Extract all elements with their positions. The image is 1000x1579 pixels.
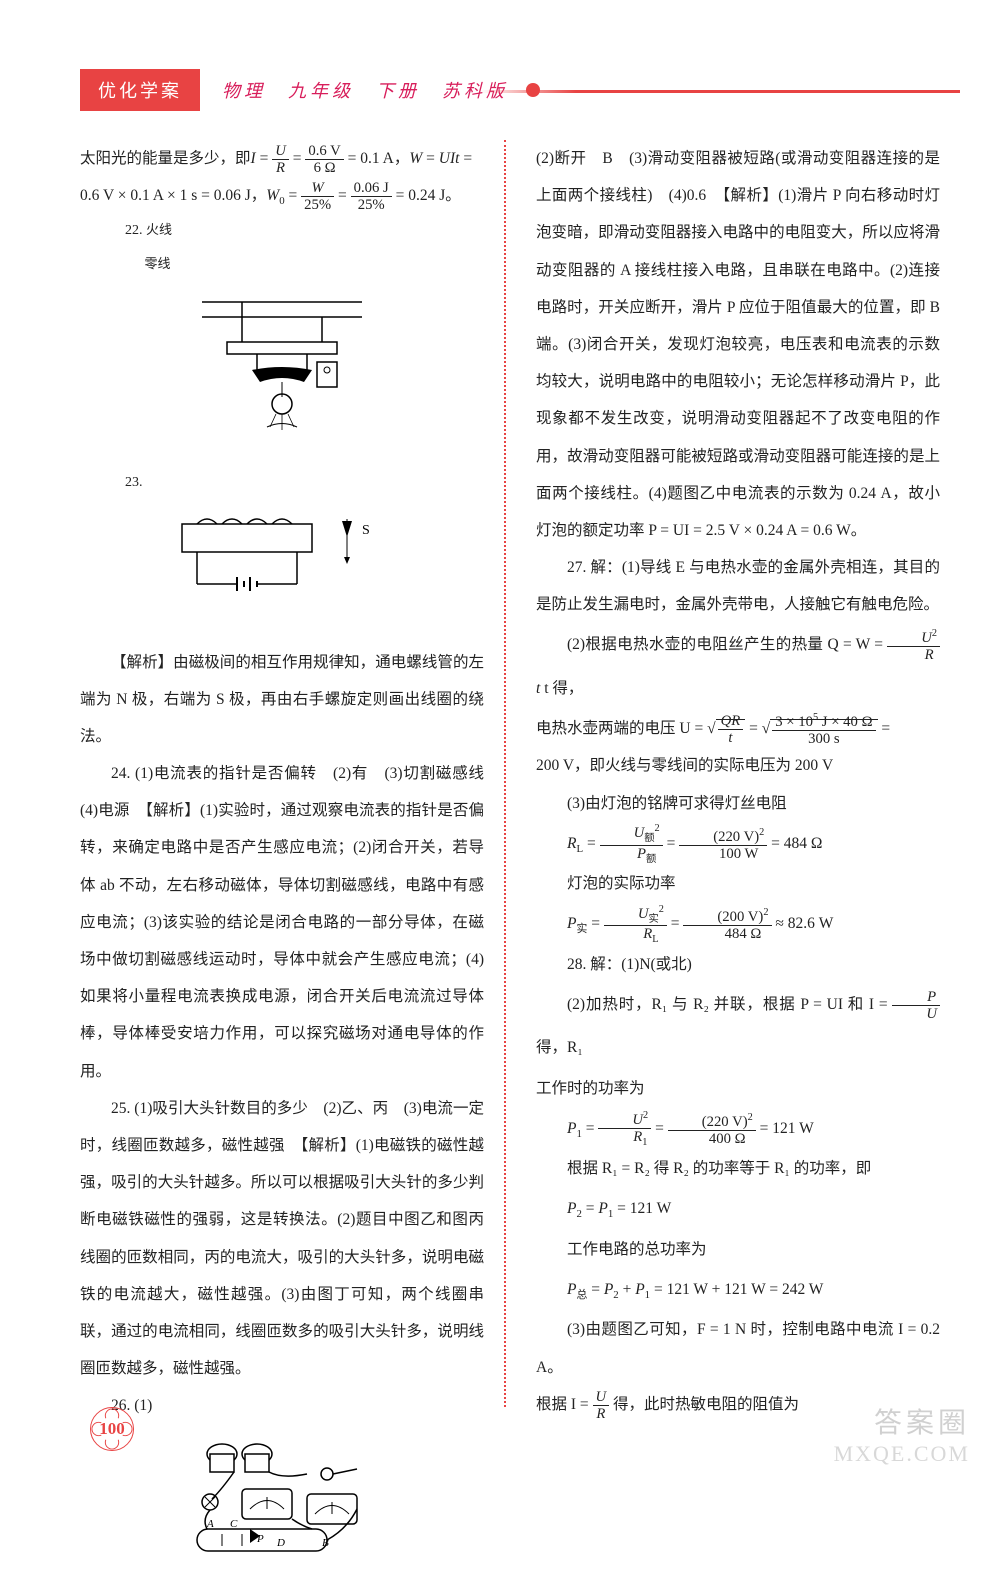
q28-5: 工作电路的总功率为 [536, 1231, 940, 1268]
q28-1: 28. 解：(1)N(或北) [536, 946, 940, 983]
q25-text: 25. (1)吸引大头针数目的多少 (2)乙、丙 (3)电流一定时，线圈匝数越多… [80, 1090, 484, 1388]
svg-text:D: D [276, 1537, 285, 1549]
figure-22 [80, 292, 484, 456]
header-subject: 物理 九年级 下册 苏科版 [222, 77, 508, 103]
q26-continued: (2)断开 B (3)滑动变阻器被短路(或滑动变阻器连接的是上面两个接线柱) (… [536, 140, 940, 549]
q22-label: 22. 火线 零线 [80, 214, 484, 281]
q27-5-intro: 灯泡的实际功率 [536, 865, 940, 902]
header-line [480, 90, 960, 93]
q28-4-eq: P2 = P1 = 121 W [536, 1187, 940, 1230]
left-column: 太阳光的能量是多少，即I = UR = 0.6 V6 Ω = 0.1 A，W =… [80, 140, 506, 1407]
q27-3: 电热水壶两端的电压 U = √QRt = √3 × 105 J × 40 Ω30… [536, 710, 940, 747]
q27-4-intro: (3)由灯泡的铭牌可求得灯丝电阻 [536, 785, 940, 822]
q27-3b: 200 V，即火线与零线间的实际电压为 200 V [536, 747, 940, 784]
q28-4: 根据 R₁ = R₂ 得 R₂ 的功率等于 R₁ 的功率，即 [536, 1150, 940, 1187]
q24-text: 24. (1)电流表的指针是否偏转 (2)有 (3)切割磁感线 (4)电源 【解… [80, 755, 484, 1090]
watermark: 答案圈 MXQE.COM [834, 1401, 970, 1467]
q27-1: 27. 解：(1)导线 E 与电热水壶的金属外壳相连，其目的是防止发生漏电时，金… [536, 549, 940, 623]
q26-label: 26. (1) [80, 1387, 484, 1424]
q23-analysis: 【解析】由磁极间的相互作用规律知，通电螺线管的左端为 N 极，右端为 S 极，再… [80, 644, 484, 756]
figure-26: A C P D B [80, 1434, 484, 1578]
figure-23: S [80, 509, 484, 633]
q28-6: (3)由题图乙可知，F = 1 N 时，控制电路中电流 I = 0.2 A。 [536, 1311, 940, 1385]
q28-3: 工作时的功率为 [536, 1070, 940, 1107]
page-number-text: 100 [99, 1419, 125, 1439]
q27-4-eq: RL = U额2P额 = (220 V)2100 W = 484 Ω [536, 822, 940, 865]
paragraph-solar: 太阳光的能量是多少，即I = UR = 0.6 V6 Ω = 0.1 A，W =… [80, 140, 484, 177]
q28-3-eq: P1 = U2R1 = (220 V)2400 Ω = 121 W [536, 1107, 940, 1150]
q28-2: (2)加热时，R₁ 与 R₂ 并联，根据 P = UI 和 I = PU 得，R… [536, 983, 940, 1070]
q28-5-eq: P总 = P2 + P1 = 121 W + 121 W = 242 W [536, 1268, 940, 1311]
q27-2: (2)根据电热水壶的电阻丝产生的热量 Q = W = U2R t t 得， [536, 623, 940, 710]
header-badge: 优化学案 [80, 69, 200, 111]
right-column: (2)断开 B (3)滑动变阻器被短路(或滑动变阻器连接的是上面两个接线柱) (… [526, 140, 940, 1407]
page-number: 100 [90, 1407, 134, 1451]
paragraph-solar2: 0.6 V × 0.1 A × 1 s = 0.06 J，W0 = W25% =… [80, 177, 484, 214]
q27-5-eq: P实 = U实2RL = (200 V)2484 Ω ≈ 82.6 W [536, 902, 940, 945]
watermark-line2: MXQE.COM [834, 1441, 970, 1467]
watermark-line1: 答案圈 [834, 1401, 970, 1441]
svg-text:C: C [230, 1518, 238, 1530]
content-area: 太阳光的能量是多少，即I = UR = 0.6 V6 Ω = 0.1 A，W =… [80, 140, 940, 1407]
svg-text:S: S [362, 523, 370, 538]
q23-label: 23. [80, 466, 484, 500]
